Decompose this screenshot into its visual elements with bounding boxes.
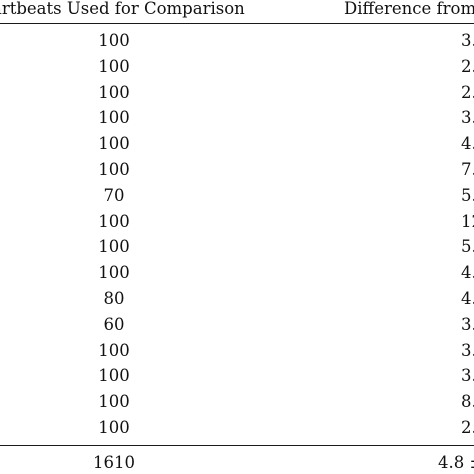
header-rule (0, 23, 474, 24)
table-row: 80 4. (0, 286, 474, 312)
heartbeats-cell: 100 (98, 237, 130, 257)
column-header-heartbeats-used: artbeats Used for Comparison (0, 0, 245, 18)
table-row: 100 5. (0, 234, 474, 260)
heartbeats-cell: 100 (98, 31, 130, 50)
difference-cell: 5. (461, 237, 474, 257)
table-row: 100 2. (0, 415, 474, 441)
heartbeats-cell: 100 (98, 263, 130, 283)
table-row: 100 4. (0, 131, 474, 157)
heartbeats-cell: 80 (103, 288, 125, 308)
difference-cell: 8. (461, 392, 474, 412)
difference-cell: 3. (461, 340, 474, 360)
total-row: 1610 4.8 ± (0, 451, 474, 474)
difference-cell: 4. (461, 288, 474, 308)
heartbeats-cell: 70 (103, 185, 125, 205)
heartbeats-cell: 100 (98, 56, 130, 76)
heartbeats-cell: 100 (98, 366, 130, 386)
table-row: 100 4. (0, 260, 474, 286)
heartbeats-cell: 100 (98, 159, 130, 179)
table-body: 1003.1002.1002.1003.1004.1007.705.100121… (0, 28, 474, 441)
table-row: 100 3. (0, 28, 474, 54)
column-header-difference: Difference from Vis (344, 0, 474, 18)
table-row: 70 5. (0, 183, 474, 209)
heartbeats-cell: 100 (98, 211, 130, 231)
table-row: 100 2. (0, 80, 474, 106)
difference-cell: 3. (461, 108, 474, 128)
heartbeats-cell: 100 (98, 82, 130, 102)
table-row: 100 2. (0, 54, 474, 80)
heartbeats-cell: 100 (98, 108, 130, 128)
table-row: 60 3. (0, 312, 474, 338)
table-row: 100 3. (0, 363, 474, 389)
heartbeats-cell: 60 (103, 314, 125, 334)
total-rule (0, 445, 474, 446)
difference-cell: 2. (461, 417, 474, 437)
table-row: 100 8. (0, 389, 474, 415)
table-row: 100 7. (0, 157, 474, 183)
total-heartbeats-cell: 1610 (93, 453, 135, 472)
difference-cell: 3. (461, 31, 474, 50)
difference-cell: 5. (461, 185, 474, 205)
difference-cell: 4. (461, 263, 474, 283)
total-difference-cell: 4.8 ± (438, 453, 474, 472)
heartbeats-cell: 100 (98, 392, 130, 412)
difference-cell: 4. (461, 134, 474, 154)
table-row: 100 3. (0, 105, 474, 131)
table-row: 100 12 (0, 209, 474, 235)
difference-cell: 3. (461, 314, 474, 334)
table-row: 100 3. (0, 338, 474, 364)
difference-cell: 2. (461, 82, 474, 102)
difference-cell: 7. (461, 159, 474, 179)
difference-cell: 3. (461, 366, 474, 386)
difference-cell: 12 (461, 211, 474, 231)
heartbeats-cell: 100 (98, 134, 130, 154)
heartbeats-cell: 100 (98, 417, 130, 437)
difference-cell: 2. (461, 56, 474, 76)
heartbeats-cell: 100 (98, 340, 130, 360)
